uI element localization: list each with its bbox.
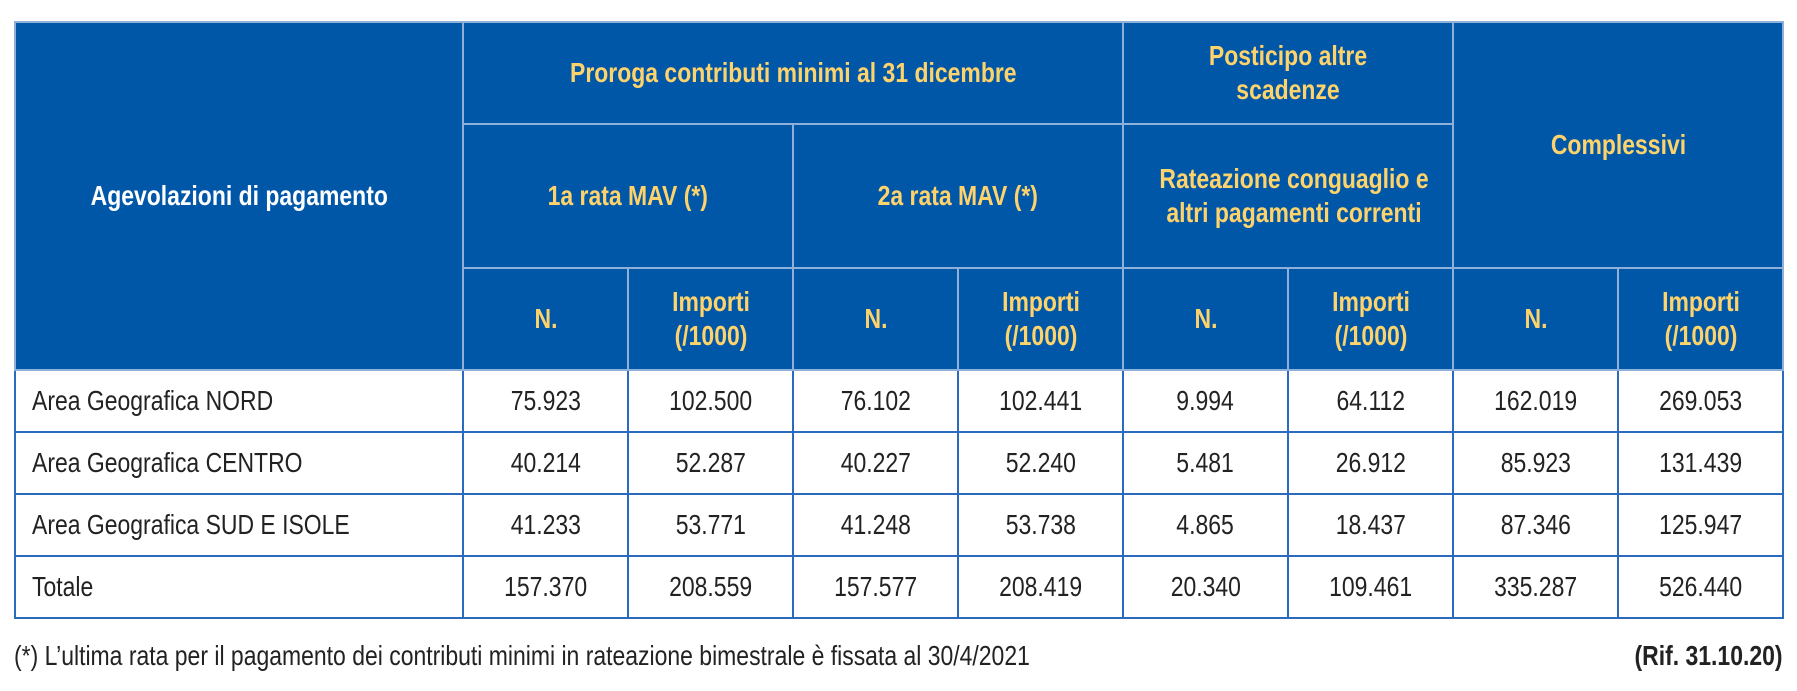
cell-value: 64.112: [1287, 369, 1454, 433]
col-header-importi: Importi (/1000): [1287, 267, 1454, 371]
row-label: Area Geografica NORD: [14, 369, 464, 433]
reference: (Rif. 31.10.20): [1634, 640, 1783, 671]
cell-value: 125.947: [1617, 493, 1784, 557]
cell-value: 131.439: [1617, 431, 1784, 495]
cell-value: 162.019: [1452, 369, 1619, 433]
col-header-n: N.: [792, 267, 959, 371]
cell-value: 208.559: [627, 555, 794, 619]
row-label-header: Agevolazioni di pagamento: [14, 21, 464, 371]
group-header-complessivi: Complessivi: [1452, 21, 1784, 269]
group-header-posticipo: Posticipo altre scadenze: [1122, 21, 1454, 125]
cell-value: 335.287: [1452, 555, 1619, 619]
cell-value: 9.994: [1122, 369, 1289, 433]
table-row: Area Geografica CENTRO 40.214 52.287 40.227…: [14, 431, 1784, 495]
cell-value: 52.287: [627, 431, 794, 495]
cell-value: 52.240: [957, 431, 1124, 495]
footnote: (*) L’ultima rata per il pagamento dei c…: [14, 640, 1030, 671]
row-label: Area Geografica CENTRO: [14, 431, 464, 495]
cell-value: 208.419: [957, 555, 1124, 619]
group-header-proroga: Proroga contributi minimi al 31 dicembre: [462, 21, 1124, 125]
table-row: Area Geografica NORD 75.923 102.500 76.102 1…: [14, 369, 1784, 433]
cell-value: 41.233: [462, 493, 629, 557]
cell-value: 4.865: [1122, 493, 1289, 557]
col-header-importi: Importi (/1000): [1617, 267, 1784, 371]
cell-value: 102.500: [627, 369, 794, 433]
cell-value: 87.346: [1452, 493, 1619, 557]
cell-value: 157.370: [462, 555, 629, 619]
cell-value: 157.577: [792, 555, 959, 619]
row-label: Area Geografica SUD E ISOLE: [14, 493, 464, 557]
payment-facilitation-table: Agevolazioni di pagamento Proroga contri…: [14, 21, 1784, 619]
row-label: Totale: [14, 555, 464, 619]
cell-value: 40.227: [792, 431, 959, 495]
cell-value: 20.340: [1122, 555, 1289, 619]
cell-value: 269.053: [1617, 369, 1784, 433]
cell-value: 75.923: [462, 369, 629, 433]
table-row: Area Geografica SUD E ISOLE 41.233 53.771 4…: [14, 493, 1784, 557]
cell-value: 526.440: [1617, 555, 1784, 619]
cell-value: 76.102: [792, 369, 959, 433]
col-header-n: N.: [1452, 267, 1619, 371]
sub-header-1a-rata: 1a rata MAV (*): [462, 123, 794, 269]
cell-value: 53.738: [957, 493, 1124, 557]
table-row: Totale 157.370 208.559 157.577 208.419 20.340…: [14, 555, 1784, 619]
cell-value: 53.771: [627, 493, 794, 557]
sub-header-2a-rata: 2a rata MAV (*): [792, 123, 1124, 269]
cell-value: 102.441: [957, 369, 1124, 433]
col-header-importi: Importi (/1000): [957, 267, 1124, 371]
cell-value: 41.248: [792, 493, 959, 557]
sub-header-rateazione: Rateazione conguaglio e altri pagamenti …: [1122, 123, 1454, 269]
col-header-n: N.: [1122, 267, 1289, 371]
cell-value: 18.437: [1287, 493, 1454, 557]
cell-value: 26.912: [1287, 431, 1454, 495]
cell-value: 40.214: [462, 431, 629, 495]
cell-value: 109.461: [1287, 555, 1454, 619]
col-header-importi: Importi (/1000): [627, 267, 794, 371]
cell-value: 85.923: [1452, 431, 1619, 495]
col-header-n: N.: [462, 267, 629, 371]
cell-value: 5.481: [1122, 431, 1289, 495]
